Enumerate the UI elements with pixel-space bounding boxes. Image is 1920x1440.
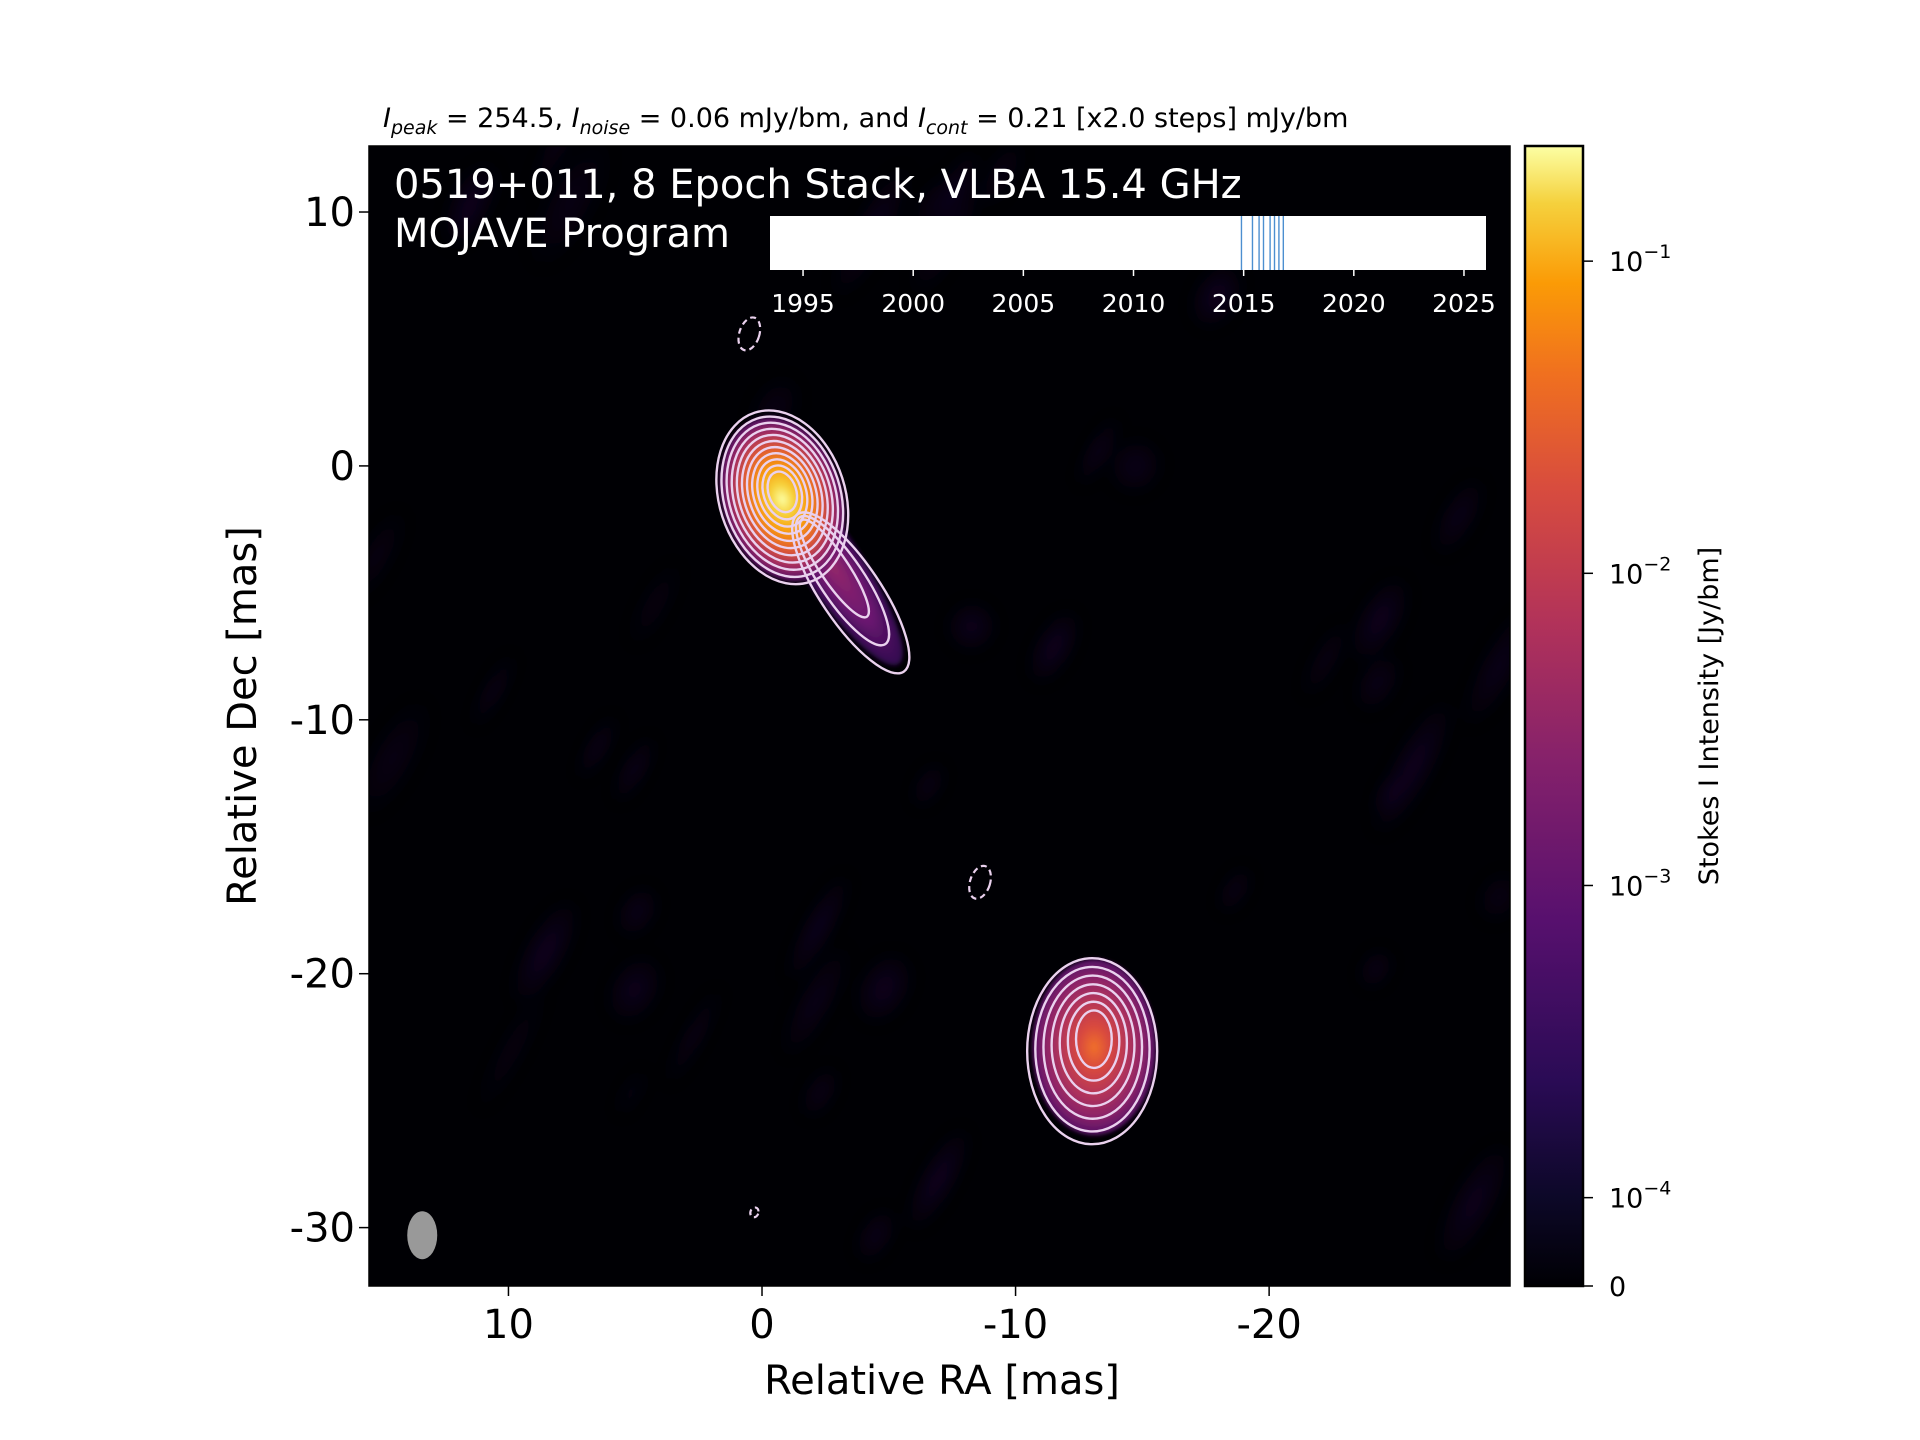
negative-contour [968, 864, 993, 900]
core-contour [730, 427, 835, 564]
south-component-contour [1066, 1000, 1121, 1082]
image-background [369, 146, 1510, 1286]
noise-blob [978, 146, 1025, 209]
colorbar-gradient [1523, 144, 1585, 1288]
south-component-contour [1050, 983, 1136, 1108]
x-tick-label: -10 [983, 1302, 1048, 1348]
noise-blob [1431, 474, 1486, 559]
south-component-contour [1034, 965, 1151, 1133]
y-axis: 10 0 -10 -20 -30 [290, 190, 369, 1252]
x-tick-label: 10 [483, 1302, 534, 1348]
noise-blob [1373, 771, 1405, 817]
x-tick-label: -20 [1236, 1302, 1301, 1348]
jet-contour [798, 518, 871, 619]
colorbar: 0 10−4 10−3 10−2 10−1 Stokes I Intensity [Jy… [1523, 144, 1725, 1303]
noise-blob [664, 983, 723, 1090]
noise-blob [510, 896, 580, 1008]
epoch-tick-label: 2020 [1322, 289, 1386, 318]
colorbar-tick-label: 10−2 [1609, 553, 1671, 590]
x-axis: 10 0 -10 -20 [483, 1286, 1302, 1348]
noise-blob [1217, 864, 1253, 916]
noise-blob [1353, 651, 1402, 715]
x-axis-label: Relative RA [mas] [764, 1358, 1120, 1404]
noise-blob [528, 146, 586, 198]
program-annotation: MOJAVE Program [394, 211, 730, 257]
noise-blob [613, 734, 656, 806]
noise-blob [1358, 947, 1394, 991]
jet-contour [790, 511, 911, 675]
noise-blob [577, 713, 618, 783]
noise-blob [369, 506, 407, 606]
south-component-contour [1042, 974, 1144, 1120]
noise-blob [933, 147, 979, 225]
negative-contours [737, 316, 993, 1219]
epoch-tick-label: 2025 [1432, 289, 1496, 318]
colorbar-tick-label: 10−1 [1609, 241, 1671, 278]
noise-blob [369, 695, 433, 822]
noise-blob [627, 559, 683, 650]
noise-blob [800, 1064, 840, 1121]
south-component-contour [1074, 1009, 1113, 1070]
south-component-contour [1058, 991, 1129, 1095]
y-tick-label: -30 [290, 1206, 355, 1252]
negative-contour [737, 316, 762, 352]
noise-blob [615, 1065, 648, 1120]
colorbar-tick-label: 10−4 [1609, 1178, 1671, 1215]
core-contour [751, 452, 814, 535]
noise-blob [1434, 1138, 1510, 1267]
colorbar-label: Stokes I Intensity [Jy/bm] [1694, 547, 1725, 885]
jet-contour [794, 514, 891, 647]
epoch-timeline: 1995 2000 2005 2010 2015 2020 2025 [770, 216, 1496, 318]
beam-ellipse [407, 1211, 438, 1260]
noise-blob [853, 950, 915, 1026]
noise-blob [471, 651, 516, 731]
y-tick-label: 0 [330, 444, 355, 490]
y-tick-label: 10 [304, 190, 355, 236]
epoch-tick-label: 2010 [1102, 289, 1166, 318]
noise-blob [1475, 869, 1510, 925]
epoch-timeline-box [770, 216, 1486, 270]
core-contour [735, 433, 829, 557]
noise-blob [444, 195, 483, 253]
negative-contour [749, 1206, 760, 1219]
colorbar-tick-label: 0 [1609, 1272, 1626, 1303]
core-contour [761, 464, 804, 521]
noise-blob [1190, 262, 1244, 331]
noise-blob [1349, 574, 1411, 666]
core-contour [725, 421, 840, 571]
core-contour [720, 415, 845, 579]
epoch-tick-label: 2000 [881, 289, 945, 318]
epoch-tick-label: 2005 [992, 289, 1056, 318]
y-tick-label: -20 [290, 952, 355, 998]
noise-blob [615, 884, 660, 940]
epoch-tick-label: 2015 [1212, 289, 1276, 318]
plot-frame [368, 145, 1511, 1287]
noise-blob [475, 984, 549, 1116]
noise-blob [605, 953, 664, 1026]
core-contour [766, 470, 799, 514]
plot-area: 0519+011, 8 Epoch Stack, VLBA 15.4 GHz M… [369, 146, 1510, 1286]
source-annotation: 0519+011, 8 Epoch Stack, VLBA 15.4 GHz [394, 162, 1242, 208]
noise-blob [905, 1125, 971, 1234]
chart-title: Ipeak = 254.5, Inoise = 0.06 mJy/bm, and… [383, 103, 1348, 139]
noise-blob [1077, 414, 1120, 489]
noise-blob [855, 1206, 897, 1265]
epoch-tick-label: 1995 [771, 289, 835, 318]
noise-blob [1028, 608, 1081, 686]
noise-blob [1107, 436, 1164, 496]
noise-blob [526, 146, 614, 272]
noise-blob [1461, 601, 1510, 731]
colorbar-tick-label: 10−3 [1609, 865, 1671, 902]
noise-blob [945, 599, 998, 654]
y-axis-label: Relative Dec [mas] [220, 526, 266, 906]
y-tick-label: -10 [290, 698, 355, 744]
x-tick-label: 0 [749, 1302, 774, 1348]
contour-layer [715, 409, 1159, 1146]
noise-blob [911, 760, 946, 810]
noise-blob [780, 942, 851, 1062]
noise-blob [1300, 618, 1351, 702]
south-component-contour [1025, 956, 1159, 1146]
noise-blob [785, 870, 851, 985]
